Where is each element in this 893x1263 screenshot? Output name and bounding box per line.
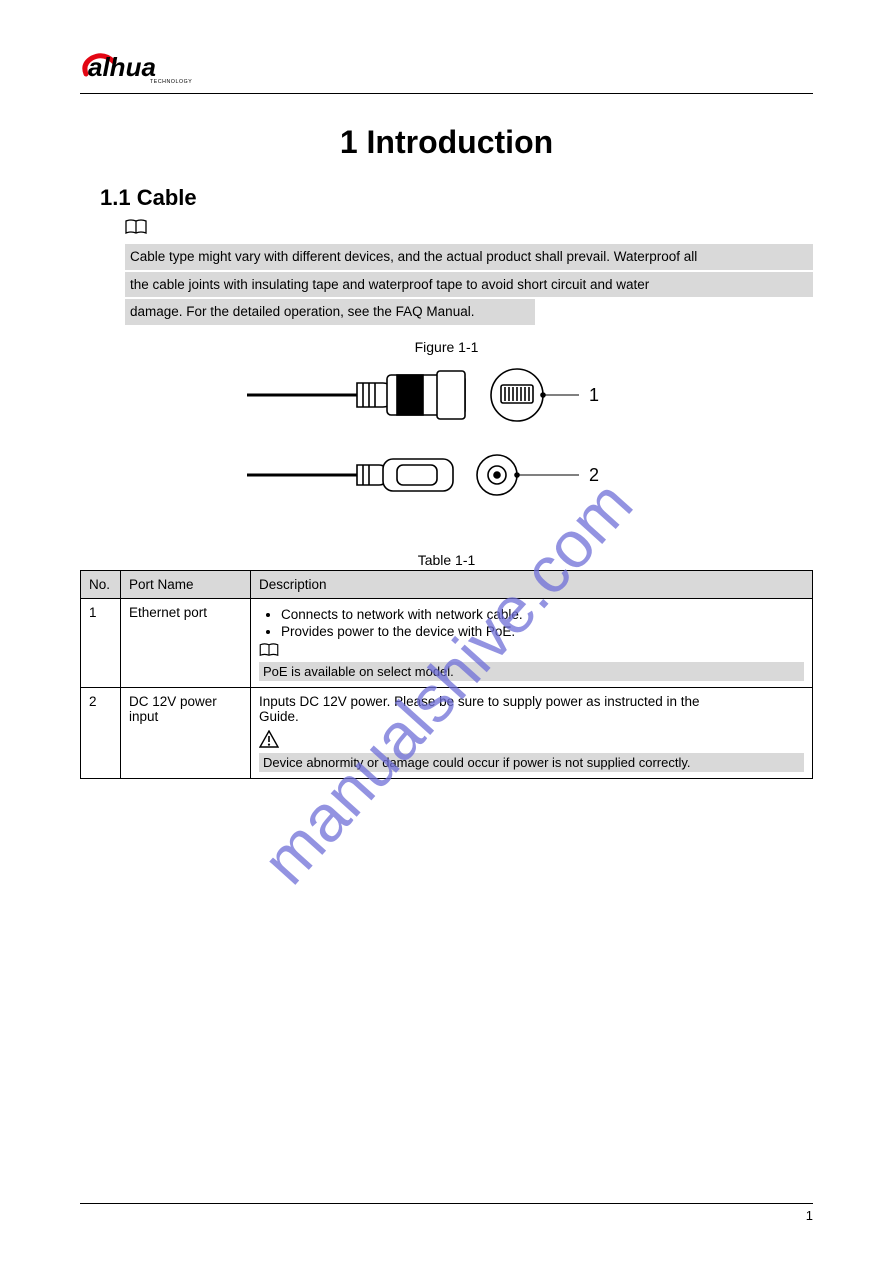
page-number: 1 [806, 1208, 813, 1223]
table-header-row: No. Port Name Description [81, 570, 813, 598]
book-note-icon [259, 645, 279, 660]
section-title: 1.1 Cable [100, 185, 813, 211]
desc1-bullets: Connects to network with network cable. … [281, 607, 804, 639]
warn-icon-row [259, 730, 804, 751]
cell-port-2: DC 12V power input [121, 687, 251, 778]
th-no: No. [81, 570, 121, 598]
cell-note-1: PoE is available on select model. [259, 662, 804, 681]
section-title-text: Cable [137, 185, 197, 210]
note-band-line1: Cable type might vary with different dev… [125, 244, 813, 270]
figure-1-1: 1 2 [80, 357, 813, 542]
desc1-bullet-2: Provides power to the device with PoE. [281, 624, 804, 639]
dc-power-connector-icon [247, 455, 579, 495]
note-text-3: damage. For the detailed operation, see … [130, 304, 474, 319]
chapter-number: 1 [340, 124, 358, 160]
page: alhua TECHNOLOGY 1 Introduction 1.1 Cabl… [0, 0, 893, 1263]
desc2-line2: Guide. [259, 709, 804, 724]
callout-2: 2 [589, 465, 599, 485]
ethernet-connector-icon [247, 369, 579, 421]
note-icon-row [125, 219, 813, 240]
cell-desc-2: Inputs DC 12V power. Please be sure to s… [251, 687, 813, 778]
note-text-1: Cable type might vary with different dev… [130, 249, 697, 264]
table-row: 1 Ethernet port Connects to network with… [81, 598, 813, 687]
logo-svg: alhua TECHNOLOGY [80, 50, 220, 84]
cell-note-icon-row [259, 643, 804, 660]
cable-diagram-svg: 1 2 [237, 357, 657, 537]
warning-triangle-icon [259, 736, 279, 751]
note-text-2: the cable joints with insulating tape an… [130, 277, 649, 292]
cell-no-1: 1 [81, 598, 121, 687]
book-note-icon [125, 219, 147, 235]
chapter-title-text: Introduction [367, 124, 554, 160]
header: alhua TECHNOLOGY [80, 50, 813, 94]
note-band-line2: the cable joints with insulating tape an… [125, 272, 813, 298]
figure-caption: Figure 1-1 [80, 339, 813, 355]
table-caption: Table 1-1 [80, 552, 813, 568]
cell-warn-2: Device abnormity or damage could occur i… [259, 753, 804, 772]
callout-1: 1 [589, 385, 599, 405]
alhua-logo: alhua TECHNOLOGY [80, 50, 220, 84]
logo-text: alhua [88, 52, 156, 82]
table-row: 2 DC 12V power input Inputs DC 12V power… [81, 687, 813, 778]
chapter-title: 1 Introduction [80, 124, 813, 161]
desc1-bullet-1: Connects to network with network cable. [281, 607, 804, 622]
section-number: 1.1 [100, 185, 131, 210]
footer: 1 [80, 1203, 813, 1223]
th-desc: Description [251, 570, 813, 598]
cell-desc-1: Connects to network with network cable. … [251, 598, 813, 687]
cell-port-1: Ethernet port [121, 598, 251, 687]
note-band-line3: damage. For the detailed operation, see … [125, 299, 535, 325]
cell-no-2: 2 [81, 687, 121, 778]
logo-tagline: TECHNOLOGY [150, 79, 192, 84]
connector-table: No. Port Name Description 1 Ethernet por… [80, 570, 813, 779]
th-port: Port Name [121, 570, 251, 598]
desc2-line1: Inputs DC 12V power. Please be sure to s… [259, 694, 804, 709]
